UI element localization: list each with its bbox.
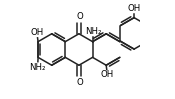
Text: NH₂: NH₂ [85,27,101,36]
Text: OH: OH [127,4,141,13]
Text: NH₂: NH₂ [29,63,46,72]
Text: OH: OH [101,70,114,79]
Text: OH: OH [30,28,44,37]
Text: O: O [76,78,83,87]
Text: O: O [76,12,83,21]
